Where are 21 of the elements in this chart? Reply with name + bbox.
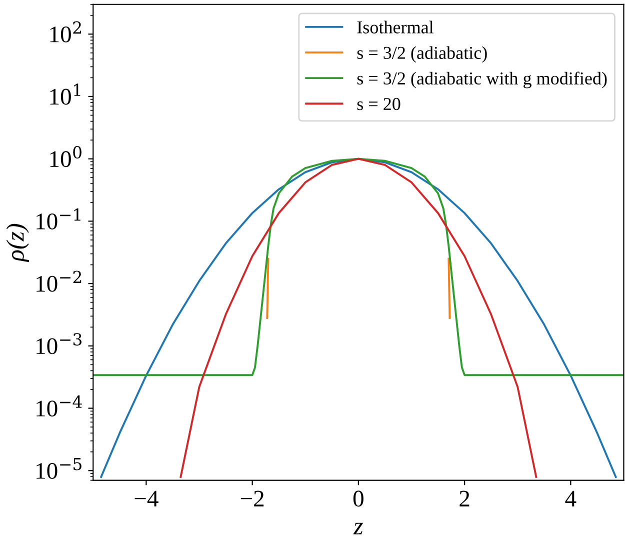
- line-series: [93, 158, 624, 376]
- y-tick-label: 10$^{0}$: [50, 146, 82, 168]
- legend-label: Isothermal: [357, 20, 434, 34]
- legend-label: s = 3/2 (adiabatic with g modified): [357, 72, 607, 88]
- x-tick-label: −2: [240, 490, 264, 506]
- y-tick-label: 10$^{1}$: [50, 84, 80, 105]
- y-tick-label: 10$^{−3}$: [36, 333, 82, 354]
- x-tick-label: 0: [353, 490, 364, 507]
- legend-label: s = 20: [357, 98, 400, 110]
- legend-label: s = 3/2 (adiabatic): [357, 46, 487, 63]
- y-tick-label: 10$^{2}$: [50, 21, 81, 42]
- y-tick-label: 10$^{−5}$: [36, 458, 82, 479]
- x-tick-label: −4: [134, 490, 158, 506]
- line-series: [180, 158, 538, 478]
- y-tick-label: 10$^{−1}$: [36, 208, 80, 230]
- x-axis-title: z: [353, 522, 363, 534]
- y-tick-label: 10$^{−4}$: [36, 395, 82, 417]
- x-tick-label: 2: [460, 490, 470, 506]
- y-axis-title: ρ(z): [6, 224, 29, 262]
- y-tick-label: 10$^{−2}$: [36, 270, 82, 292]
- x-tick-label: 4: [565, 490, 576, 506]
